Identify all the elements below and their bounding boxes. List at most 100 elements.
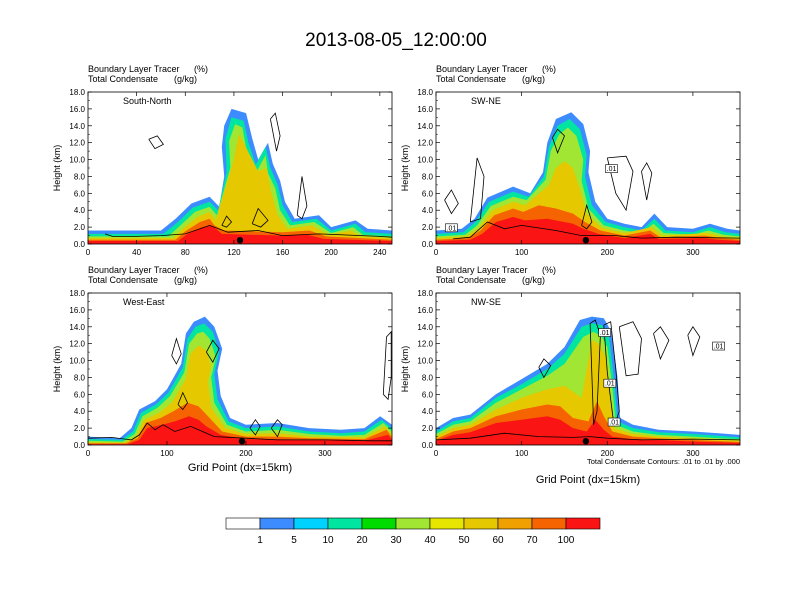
x-tick-label: 0 [86, 449, 91, 458]
y-tick-label: 16.0 [69, 105, 85, 114]
y-tick-label: 10.0 [417, 357, 433, 366]
y-tick-label: 0.0 [422, 441, 434, 450]
condensate-contour-3 [618, 321, 642, 377]
contour-label-1: .01 [605, 381, 615, 388]
colorbar-swatch-9 [531, 517, 567, 530]
condensate-contour-5 [296, 176, 308, 220]
condensate-contour-5 [581, 203, 593, 230]
figure-title: 2013-08-05_12:00:00 [305, 30, 487, 51]
condensate-contour-1 [589, 319, 601, 425]
colorbar-swatch-7 [463, 517, 499, 530]
plot-content [88, 316, 392, 445]
subtitle-tracer-unit: (%) [542, 265, 556, 275]
condensate-contour-1 [171, 337, 182, 365]
y-tick-label: 0.0 [74, 441, 86, 450]
x-tick-label: 0 [434, 449, 439, 458]
y-tick-label: 14.0 [69, 323, 85, 332]
condensate-contour-3 [606, 155, 634, 212]
y-tick-label: 8.0 [74, 373, 86, 382]
condensate-contour-5 [270, 419, 283, 438]
x-tick-label: 200 [601, 248, 615, 257]
colorbar-swatch-4 [361, 517, 397, 530]
panel-sw-ne: Boundary Layer Tracer (%) Total Condensate… [400, 64, 741, 257]
y-tick-label: 8.0 [422, 373, 434, 382]
y-tick-label: 6.0 [74, 189, 86, 198]
condensate-contour-4 [249, 418, 261, 436]
plot-content: .01 .01 .01 .01 [436, 316, 740, 445]
condensate-contour-2 [603, 321, 620, 427]
condensate-contour-3 [251, 207, 269, 228]
y-axis-label: Height (km) [400, 145, 410, 192]
contour-label-box-1 [603, 378, 617, 388]
subtitle-tracer: Boundary Layer Tracer [88, 64, 180, 74]
contour-note: Total Condensate Contours: .01 to .01 by… [587, 457, 740, 466]
x-tick-label: 0 [434, 248, 439, 257]
contour-label-3: .01 [714, 344, 724, 351]
plot-content [88, 108, 392, 244]
x-tick-label: 40 [132, 248, 141, 257]
condensate-contour-0 [436, 432, 740, 441]
condensate-contour-4 [653, 326, 670, 361]
panel-label: West-East [123, 297, 165, 307]
panel-label: SW-NE [471, 96, 501, 106]
contour-label-0: .01 [600, 330, 610, 337]
y-tick-label: 2.0 [422, 424, 434, 433]
x-tick-label: 100 [515, 248, 529, 257]
subtitle-tracer-unit: (%) [194, 265, 208, 275]
x-tick-label: 300 [686, 449, 700, 458]
condensate-contour-6 [382, 330, 392, 401]
x-tick-label: 200 [601, 449, 615, 458]
subtitle-tracer-unit: (%) [542, 64, 556, 74]
colorbar-label-50: 50 [458, 535, 470, 546]
panel-west-east: Boundary Layer Tracer (%) Total Condensate… [52, 265, 393, 474]
y-tick-label: 2.0 [422, 223, 434, 232]
y-tick-label: 16.0 [417, 105, 433, 114]
x-tick-label: 80 [181, 248, 190, 257]
y-tick-label: 12.0 [69, 340, 85, 349]
y-tick-label: 16.0 [417, 306, 433, 315]
contour-label-box-1 [605, 164, 618, 173]
y-tick-label: 4.0 [74, 407, 86, 416]
colorbar-label-100: 100 [558, 535, 575, 546]
subtitle-condensate-unit: (g/kg) [522, 74, 545, 84]
y-tick-label: 16.0 [69, 306, 85, 315]
condensate-contour-4 [270, 112, 281, 152]
subtitle-condensate: Total Condensate [436, 74, 506, 84]
tracer-layer-5 [88, 225, 392, 244]
condensate-contour-1 [444, 189, 459, 215]
panel-south-north: Boundary Layer Tracer (%) Total Condensate… [52, 64, 393, 257]
colorbar-label-40: 40 [424, 535, 436, 546]
colorbar-label-70: 70 [526, 535, 538, 546]
panel-label: NW-SE [471, 297, 501, 307]
y-tick-label: 2.0 [74, 223, 86, 232]
condensate-contour-0 [104, 224, 392, 238]
subtitle-condensate-unit: (g/kg) [522, 275, 545, 285]
condensate-contour-6 [538, 358, 552, 379]
subtitle-condensate: Total Condensate [88, 74, 158, 84]
colorbar-swatch-1 [259, 517, 295, 530]
condensate-contour-4 [641, 162, 653, 201]
y-tick-label: 4.0 [74, 206, 86, 215]
y-tick-label: 14.0 [417, 122, 433, 131]
panel-nw-se: Boundary Layer Tracer (%) Total Condensate… [400, 265, 741, 486]
colorbar-label-20: 20 [356, 535, 368, 546]
y-tick-label: 18.0 [417, 289, 433, 298]
location-marker [238, 438, 246, 445]
condensate-contour-1 [148, 135, 164, 150]
subtitle-condensate-unit: (g/kg) [174, 275, 197, 285]
y-tick-label: 6.0 [422, 189, 434, 198]
y-tick-label: 14.0 [69, 122, 85, 131]
y-tick-label: 8.0 [74, 172, 86, 181]
colorbar-swatch-2 [293, 517, 329, 530]
y-tick-label: 18.0 [417, 88, 433, 97]
x-tick-label: 300 [686, 248, 700, 257]
condensate-contour-6 [552, 128, 565, 154]
subtitle-condensate: Total Condensate [436, 275, 506, 285]
colorbar-swatch-8 [497, 517, 533, 530]
colorbar: 1 5 10 20 30 40 50 60 70 100 [225, 517, 601, 546]
x-tick-label: 200 [239, 449, 253, 458]
y-axis-label: Height (km) [52, 346, 62, 393]
plot-content: .01 .01 [436, 112, 740, 244]
y-tick-label: 6.0 [422, 390, 434, 399]
